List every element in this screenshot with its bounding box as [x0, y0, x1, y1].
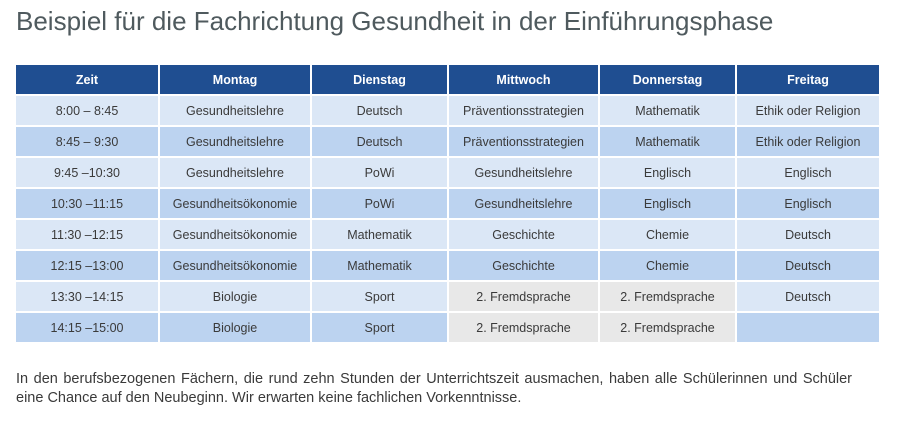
table-cell: 2. Fremdsprache — [599, 281, 737, 313]
time-cell: 13:30 –14:15 — [16, 281, 160, 313]
table-cell: 2. Fremdsprache — [448, 281, 600, 313]
table-cell: Chemie — [599, 250, 737, 282]
table-cell: Englisch — [736, 188, 879, 220]
table-cell: Gesundheitslehre — [159, 157, 312, 189]
time-cell: 10:30 –11:15 — [16, 188, 160, 220]
table-cell: Chemie — [599, 219, 737, 251]
table-row: 8:45 – 9:30 Gesundheitslehre Deutsch Prä… — [16, 126, 879, 158]
table-cell: Mathematik — [311, 219, 449, 251]
table-cell: Gesundheitslehre — [159, 95, 312, 127]
table-cell: Englisch — [736, 157, 879, 189]
header-cell-dienstag: Dienstag — [311, 65, 449, 96]
table-cell: Deutsch — [736, 250, 879, 282]
table-cell: 2. Fremdsprache — [448, 312, 600, 344]
header-cell-montag: Montag — [159, 65, 312, 96]
table-cell: Gesundheitsökonomie — [159, 219, 312, 251]
table-cell: Biologie — [159, 312, 312, 344]
time-cell: 14:15 –15:00 — [16, 312, 160, 344]
time-cell: 12:15 –13:00 — [16, 250, 160, 282]
table-cell: Mathematik — [599, 126, 737, 158]
table-row: 11:30 –12:15 Gesundheitsökonomie Mathema… — [16, 219, 879, 251]
table-cell: Gesundheitslehre — [448, 157, 600, 189]
table-cell: Deutsch — [736, 281, 879, 313]
table-cell: Mathematik — [311, 250, 449, 282]
table-row: 9:45 –10:30 Gesundheitslehre PoWi Gesund… — [16, 157, 879, 189]
timetable: Zeit Montag Dienstag Mittwoch Donnerstag… — [16, 65, 879, 344]
header-cell-freitag: Freitag — [736, 65, 879, 96]
table-cell: Englisch — [599, 157, 737, 189]
table-cell: Geschichte — [448, 250, 600, 282]
time-cell: 9:45 –10:30 — [16, 157, 160, 189]
intro-note: In den berufsbezogenen Fächern, die rund… — [16, 371, 852, 406]
time-cell: 8:45 – 9:30 — [16, 126, 160, 158]
table-row: 14:15 –15:00 Biologie Sport 2. Fremdspra… — [16, 312, 879, 344]
table-cell — [736, 312, 879, 344]
table-cell: PoWi — [311, 157, 449, 189]
table-cell: Gesundheitsökonomie — [159, 188, 312, 220]
table-cell: Englisch — [599, 188, 737, 220]
table-cell: Geschichte — [448, 219, 600, 251]
table-cell: Gesundheitslehre — [448, 188, 600, 220]
table-cell: Deutsch — [736, 219, 879, 251]
table-row: 8:00 – 8:45 Gesundheitslehre Deutsch Prä… — [16, 95, 879, 127]
table-cell: Gesundheitsökonomie — [159, 250, 312, 282]
table-row: 13:30 –14:15 Biologie Sport 2. Fremdspra… — [16, 281, 879, 313]
header-cell-donnerstag: Donnerstag — [599, 65, 737, 96]
table-cell: 2. Fremdsprache — [599, 312, 737, 344]
table-row: 10:30 –11:15 Gesundheitsökonomie PoWi Ge… — [16, 188, 879, 220]
header-row: Zeit Montag Dienstag Mittwoch Donnerstag… — [16, 65, 879, 96]
time-cell: 11:30 –12:15 — [16, 219, 160, 251]
table-cell: Deutsch — [311, 95, 449, 127]
table-cell: Biologie — [159, 281, 312, 313]
table-cell: Sport — [311, 281, 449, 313]
time-cell: 8:00 – 8:45 — [16, 95, 160, 127]
table-cell: Ethik oder Religion — [736, 95, 879, 127]
table-cell: Sport — [311, 312, 449, 344]
header-cell-mittwoch: Mittwoch — [448, 65, 600, 96]
table-row: 12:15 –13:00 Gesundheitsökonomie Mathema… — [16, 250, 879, 282]
table-cell: PoWi — [311, 188, 449, 220]
table-cell: Präventionsstrategien — [448, 95, 600, 127]
header-cell-zeit: Zeit — [16, 65, 160, 96]
table-cell: Deutsch — [311, 126, 449, 158]
table-cell: Mathematik — [599, 95, 737, 127]
page-title: Beispiel für die Fachrichtung Gesundheit… — [16, 6, 774, 36]
table-cell: Ethik oder Religion — [736, 126, 879, 158]
table-cell: Gesundheitslehre — [159, 126, 312, 158]
table-cell: Präventionsstrategien — [448, 126, 600, 158]
